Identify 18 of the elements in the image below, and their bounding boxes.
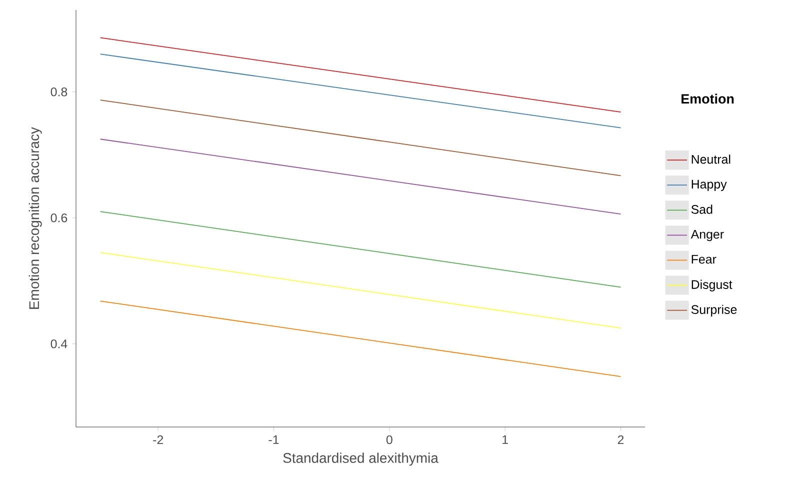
legend-title: Emotion [682,94,734,104]
x-tick-label: 0 [386,435,392,444]
x-axis-title: Standardised alexithymia [283,452,438,466]
y-tick-label: 0.8 [50,87,68,96]
legend-label: Anger [690,230,724,242]
legend-label: Neutral [692,154,730,164]
legend-label: Surprise [691,304,737,316]
legend-label: Fear [692,255,716,264]
y-axis-title: Emotion recognition accuracy [28,127,42,309]
x-tick-label: 1 [502,435,508,444]
legend-label: Sad [691,204,712,214]
x-tick-label: -2 [153,435,164,444]
legend-label: Disgust [692,280,732,292]
legend-label: Happy [692,180,727,192]
y-tick-label: 0.4 [50,339,68,348]
x-tick-label: 2 [618,435,624,444]
x-tick-label: -1 [268,435,279,444]
y-tick-label: 0.6 [50,213,68,222]
